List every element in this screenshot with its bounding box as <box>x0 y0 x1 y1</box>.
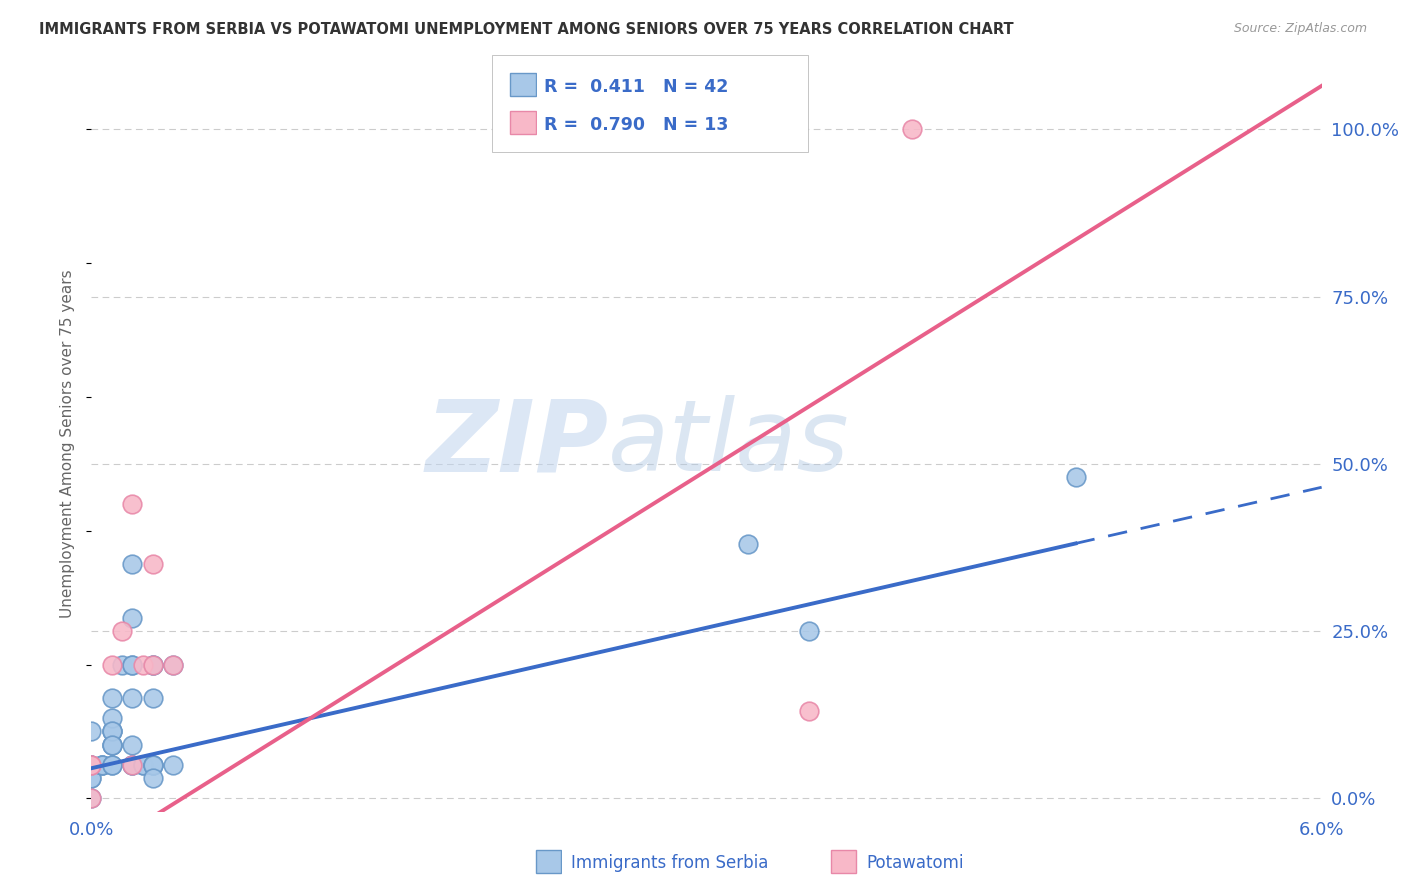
Point <box>90 758 112 772</box>
Point <box>1064 470 1087 484</box>
Point <box>90 758 112 772</box>
Point <box>142 657 165 672</box>
Point <box>737 537 759 551</box>
Bar <box>510 73 536 96</box>
Text: R =  0.790   N = 13: R = 0.790 N = 13 <box>544 116 728 134</box>
Point <box>80 758 103 772</box>
Y-axis label: Unemployment Among Seniors over 75 years: Unemployment Among Seniors over 75 years <box>60 269 76 618</box>
Point <box>101 738 124 752</box>
Point <box>80 758 103 772</box>
Text: ZIP: ZIP <box>425 395 607 492</box>
Point <box>80 758 103 772</box>
Point <box>80 791 103 805</box>
Point <box>80 791 103 805</box>
Point <box>80 771 103 786</box>
Point <box>121 758 143 772</box>
Point <box>142 657 165 672</box>
Text: Source: ZipAtlas.com: Source: ZipAtlas.com <box>1233 22 1367 36</box>
Point <box>142 690 165 705</box>
Point <box>111 624 134 639</box>
Point <box>121 738 143 752</box>
Point <box>797 705 820 719</box>
Point <box>121 610 143 624</box>
Bar <box>510 111 536 134</box>
Point <box>101 724 124 739</box>
Text: atlas: atlas <box>607 395 849 492</box>
Point <box>111 657 134 672</box>
Point <box>121 690 143 705</box>
Point <box>797 624 820 639</box>
Text: R =  0.411   N = 42: R = 0.411 N = 42 <box>544 78 728 96</box>
Point <box>80 771 103 786</box>
Point <box>90 758 112 772</box>
Bar <box>536 850 561 873</box>
Point <box>142 758 165 772</box>
Point <box>121 497 143 511</box>
Point <box>142 771 165 786</box>
Point <box>142 758 165 772</box>
Text: IMMIGRANTS FROM SERBIA VS POTAWATOMI UNEMPLOYMENT AMONG SENIORS OVER 75 YEARS CO: IMMIGRANTS FROM SERBIA VS POTAWATOMI UNE… <box>39 22 1014 37</box>
Point <box>101 758 124 772</box>
Point <box>900 122 922 136</box>
Point <box>121 557 143 572</box>
Point <box>121 758 143 772</box>
Point <box>121 657 143 672</box>
Point <box>121 758 143 772</box>
Point <box>80 758 103 772</box>
Point <box>101 738 124 752</box>
Text: Potawatomi: Potawatomi <box>866 854 963 871</box>
Point <box>80 724 103 739</box>
Point <box>142 557 165 572</box>
Point <box>131 758 153 772</box>
Point <box>101 657 124 672</box>
Point <box>101 711 124 725</box>
Point <box>131 758 153 772</box>
Point <box>101 758 124 772</box>
Point <box>101 724 124 739</box>
Point <box>131 657 153 672</box>
Point <box>162 657 184 672</box>
Point <box>162 657 184 672</box>
Point <box>101 738 124 752</box>
Point <box>142 657 165 672</box>
Point <box>142 758 165 772</box>
Point <box>101 690 124 705</box>
Point <box>121 657 143 672</box>
Bar <box>831 850 856 873</box>
Point <box>101 724 124 739</box>
Text: Immigrants from Serbia: Immigrants from Serbia <box>571 854 768 871</box>
Point <box>162 758 184 772</box>
